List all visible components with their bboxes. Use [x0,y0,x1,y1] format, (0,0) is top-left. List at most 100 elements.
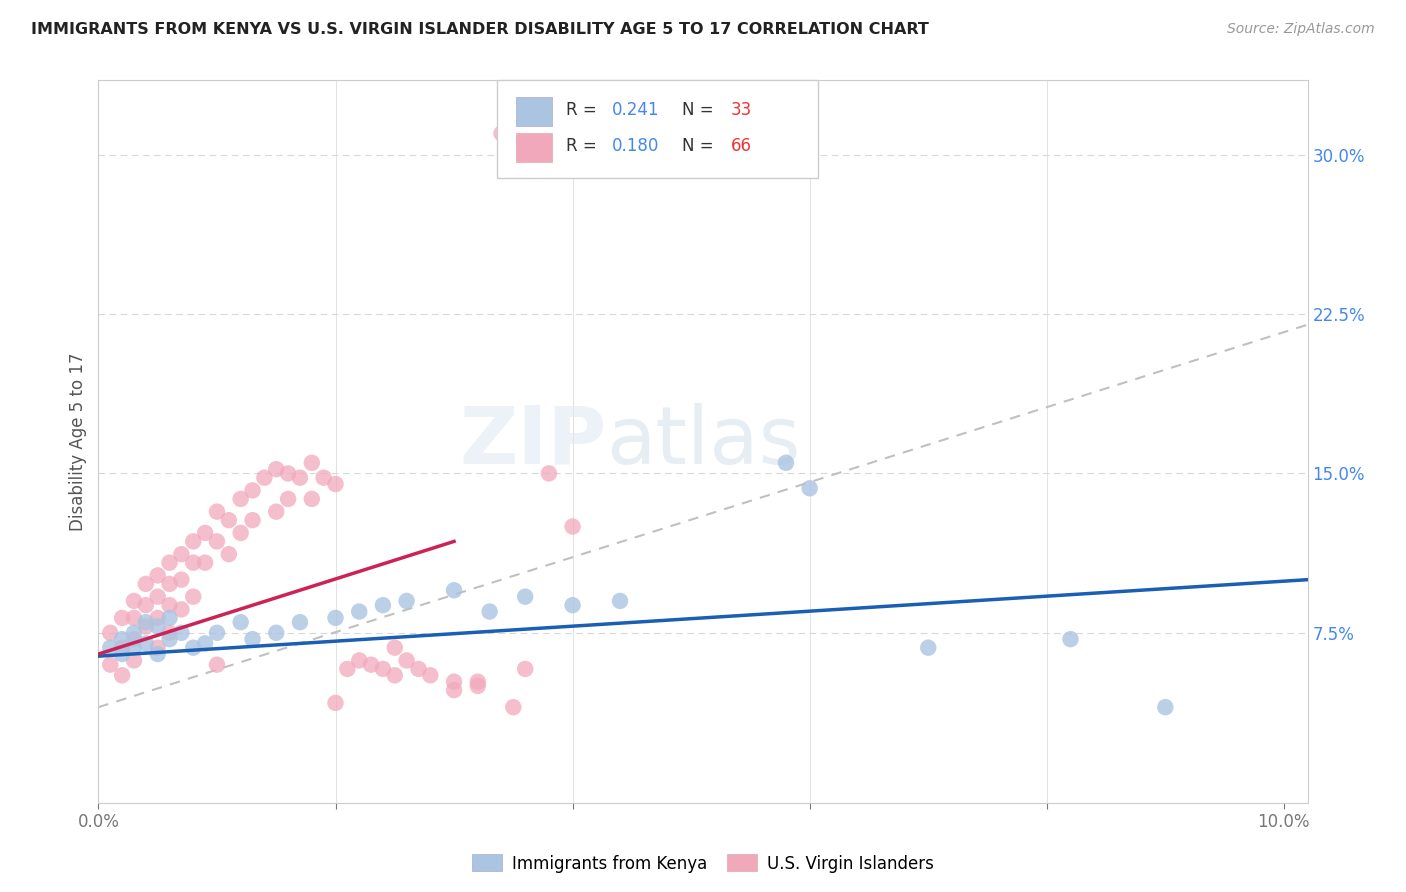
Point [242,513,264,527]
Point [515,590,537,604]
Point [146,590,169,604]
Point [347,653,370,667]
Point [443,674,465,689]
Point [312,471,335,485]
Point [181,590,204,604]
Text: 0.241: 0.241 [613,101,659,119]
Point [146,611,169,625]
Point [537,467,560,481]
Point [347,605,370,619]
Text: IMMIGRANTS FROM KENYA VS U.S. VIRGIN ISLANDER DISABILITY AGE 5 TO 17 CORRELATION: IMMIGRANTS FROM KENYA VS U.S. VIRGIN ISL… [31,22,929,37]
Point [98,640,121,655]
Point [325,477,347,491]
Point [242,632,264,647]
Point [111,640,134,655]
Text: R =: R = [567,101,602,119]
Point [146,647,169,661]
FancyBboxPatch shape [516,133,551,162]
Point [111,611,134,625]
Point [775,456,797,470]
Text: Source: ZipAtlas.com: Source: ZipAtlas.com [1227,22,1375,37]
Point [917,640,939,655]
Point [194,525,217,540]
Point [159,577,181,591]
Point [229,491,252,506]
Point [253,471,276,485]
Point [218,547,240,561]
Point [122,611,145,625]
Point [229,525,252,540]
Point [419,668,441,682]
Point [98,657,121,672]
Point [122,625,145,640]
Point [515,662,537,676]
Text: 0.180: 0.180 [613,137,659,155]
Point [122,653,145,667]
Point [325,696,347,710]
Point [1059,632,1081,647]
Point [561,598,583,612]
Point [181,556,204,570]
Point [301,491,323,506]
Point [277,467,299,481]
Legend: Immigrants from Kenya, U.S. Virgin Islanders: Immigrants from Kenya, U.S. Virgin Islan… [465,847,941,880]
Point [146,640,169,655]
Text: N =: N = [682,101,720,119]
Point [288,615,311,630]
Point [609,594,631,608]
Point [122,632,145,647]
Point [194,556,217,570]
Point [264,462,287,476]
Point [181,640,204,655]
Point [360,657,382,672]
Point [122,640,145,655]
Point [205,657,228,672]
Point [111,632,134,647]
Point [170,625,193,640]
Point [98,625,121,640]
Point [408,662,430,676]
Point [443,683,465,698]
FancyBboxPatch shape [516,97,551,126]
Point [277,491,299,506]
Point [159,632,181,647]
Point [1154,700,1177,714]
Text: 33: 33 [731,101,752,119]
Point [229,615,252,630]
Point [384,640,406,655]
Point [288,471,311,485]
FancyBboxPatch shape [498,80,818,178]
Point [205,534,228,549]
Point [181,534,204,549]
Point [395,653,418,667]
Point [491,127,513,141]
Point [135,619,157,633]
Point [159,611,181,625]
Point [467,679,489,693]
Point [467,674,489,689]
Text: ZIP: ZIP [458,402,606,481]
Point [159,598,181,612]
Point [159,556,181,570]
Point [159,625,181,640]
Point [325,611,347,625]
Y-axis label: Disability Age 5 to 17: Disability Age 5 to 17 [69,352,87,531]
Text: 66: 66 [731,137,752,155]
Point [146,568,169,582]
Text: atlas: atlas [606,402,800,481]
Point [135,577,157,591]
Point [218,513,240,527]
Point [205,505,228,519]
Point [264,505,287,519]
Point [301,456,323,470]
Point [205,625,228,640]
Point [170,602,193,616]
Text: N =: N = [682,137,720,155]
Point [135,615,157,630]
Point [336,662,359,676]
Point [395,594,418,608]
Point [135,598,157,612]
Point [194,636,217,650]
Point [242,483,264,498]
Point [799,481,821,495]
